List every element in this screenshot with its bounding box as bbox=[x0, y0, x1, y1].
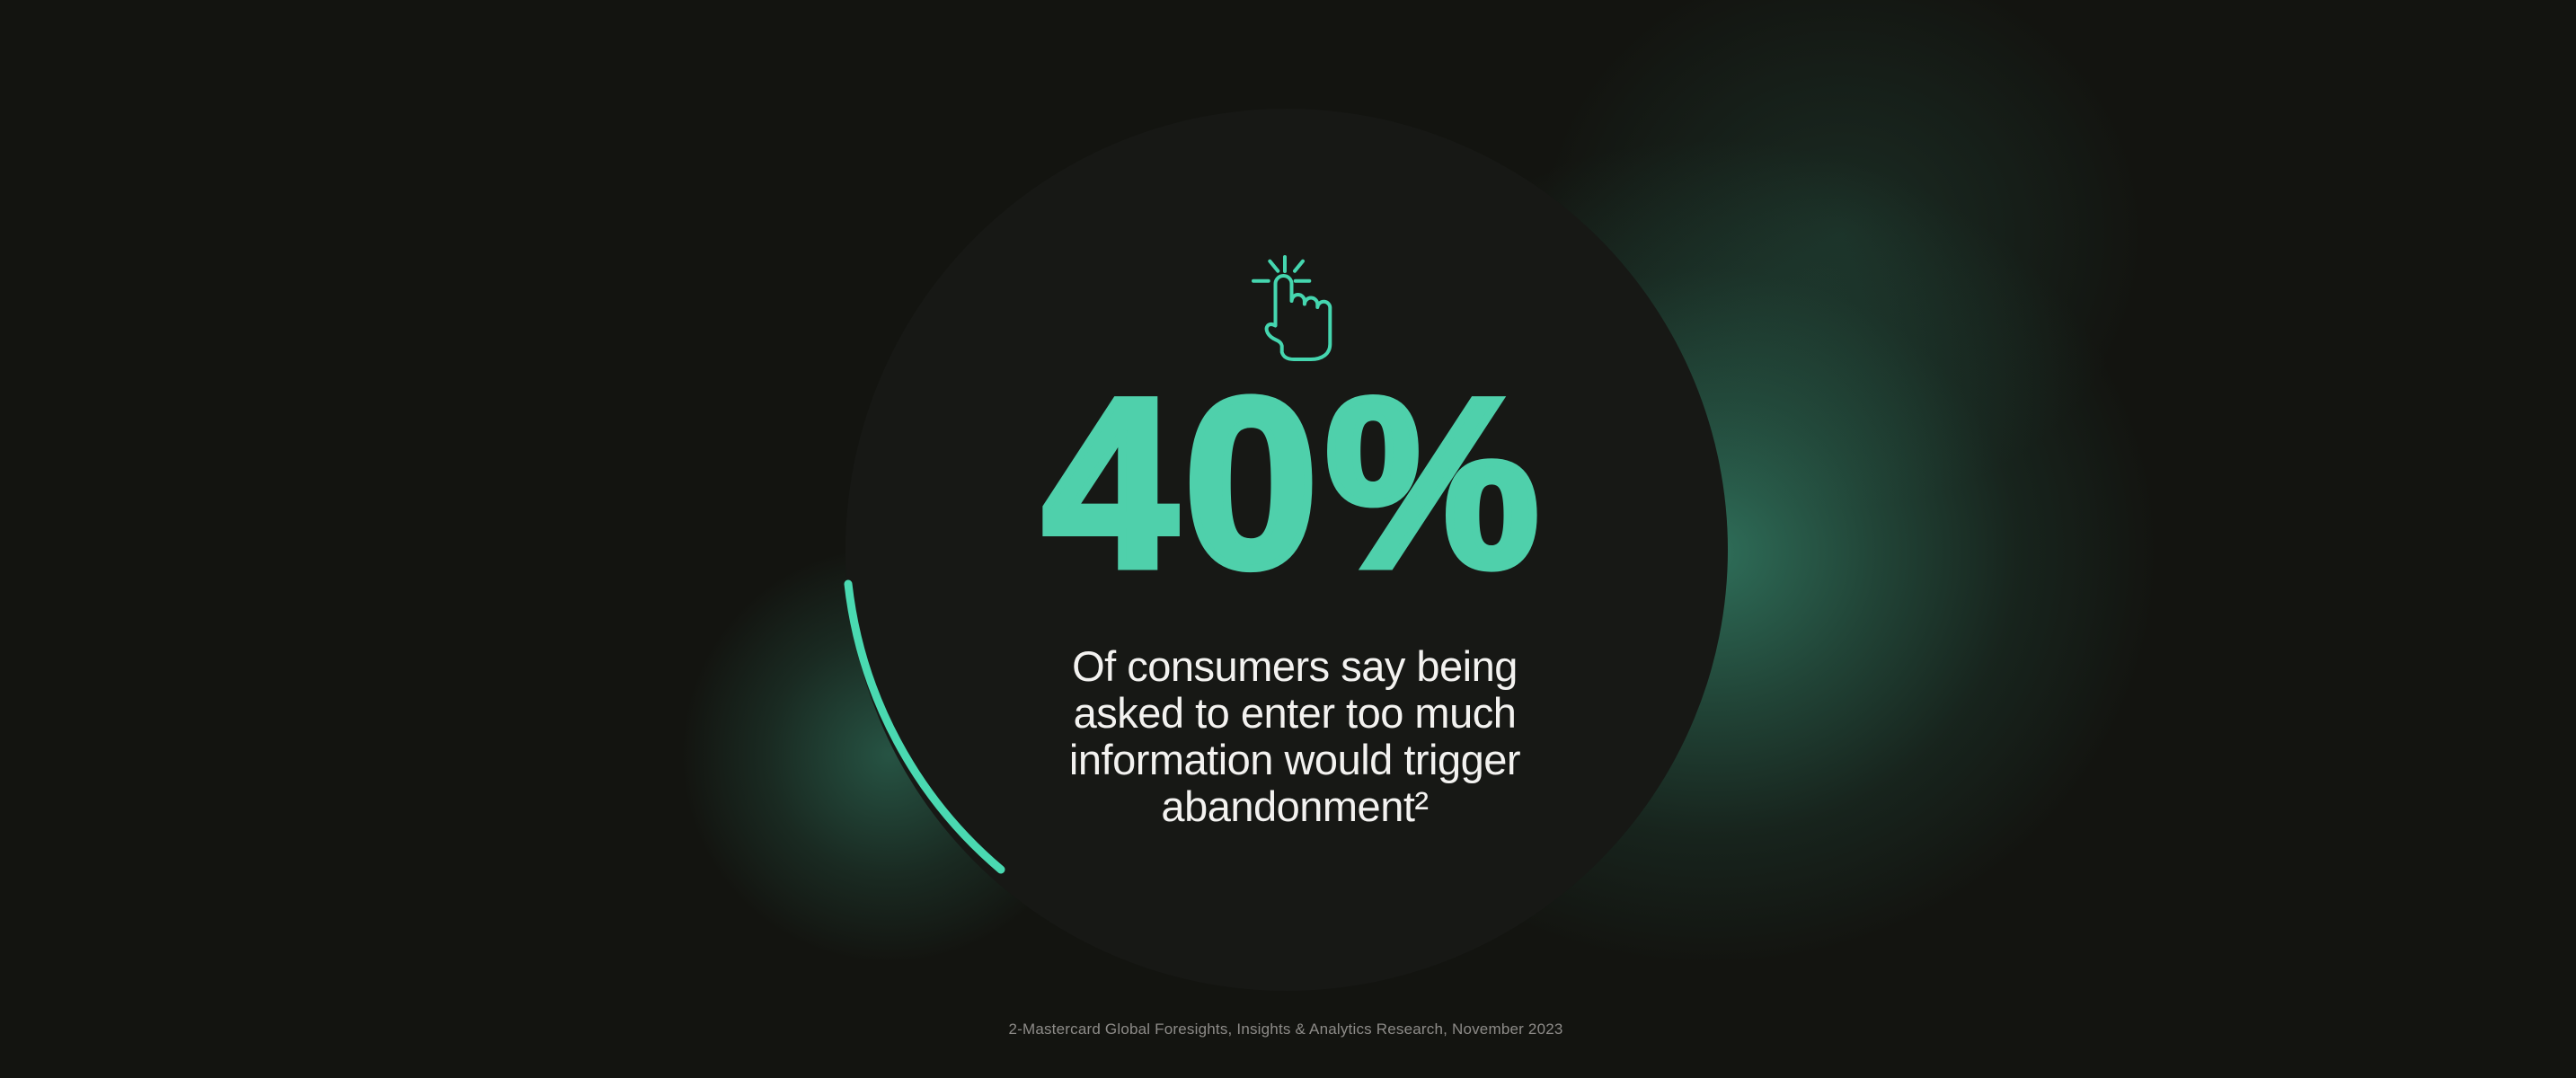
footnote-citation: 2-Mastercard Global Foresights, Insights… bbox=[1008, 1021, 1563, 1038]
backdrop-circle bbox=[845, 109, 1728, 991]
stat-description-line: information would trigger bbox=[1068, 736, 1521, 783]
stat-description-line: abandonment² bbox=[1161, 782, 1429, 830]
stat-description: Of consumers say being asked to enter to… bbox=[1068, 642, 1521, 830]
click-rays bbox=[1252, 255, 1312, 283]
stat-description-line: asked to enter too much bbox=[1073, 689, 1517, 737]
stat-description-line: Of consumers say being bbox=[1072, 642, 1518, 690]
stat-value: 40% bbox=[1039, 348, 1547, 617]
pointing-hand bbox=[1264, 274, 1332, 361]
tap-click-icon bbox=[1252, 253, 1332, 365]
